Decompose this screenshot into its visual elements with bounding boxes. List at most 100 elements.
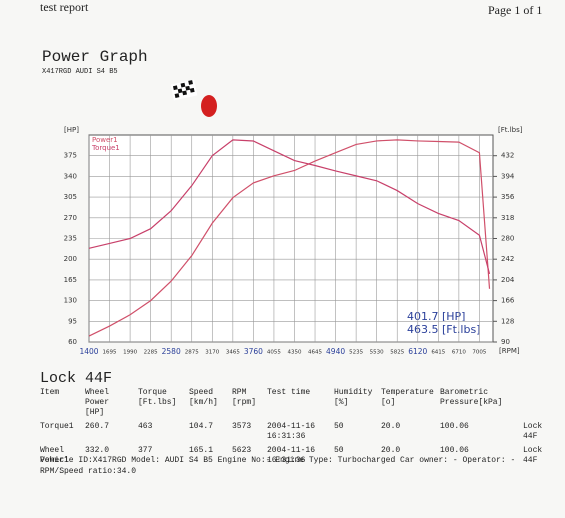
table-cell: Torque1 xyxy=(40,422,85,446)
summary-title: Lock 44F xyxy=(40,370,113,387)
cell-text: 20.0 xyxy=(381,446,401,455)
series-line xyxy=(88,139,491,337)
y-tick-label: 270 xyxy=(64,214,77,222)
graph-subtitle: X417RGD AUDI S4 B5 xyxy=(42,68,118,76)
header-row: Item Wheel Power [HP] Torque [Ft.lbs] Speed [k… xyxy=(40,388,556,422)
flag-icon xyxy=(170,79,217,117)
y-tick-label: 340 xyxy=(64,172,77,180)
y-tick-label: 200 xyxy=(64,255,77,263)
cell-text: Power1 xyxy=(40,456,69,465)
y2-tick-label: 318 xyxy=(501,214,514,222)
y2-tick-label: 242 xyxy=(501,255,514,263)
cell-text: RPM xyxy=(232,388,247,397)
cell-text: Pressure[kPa] xyxy=(440,398,503,407)
table-cell: 50 xyxy=(334,446,381,470)
cell-text: Item xyxy=(40,388,60,397)
vehicle-info: Vehicle ID:X417RGD Model: AUDI S4 B5 Eng… xyxy=(40,456,516,476)
table-cell: 2004-11-16 16:31:36 xyxy=(267,422,334,446)
table-cell: RPM [rpm] xyxy=(232,388,267,422)
graph-title: Power Graph xyxy=(42,48,148,66)
legend-entry: Power1 xyxy=(92,136,118,144)
x-tick-label: 5530 xyxy=(370,350,384,356)
table-cell: Temperature [o] xyxy=(381,388,440,422)
cell-text: Wheel Power xyxy=(85,388,110,407)
cell-text: Torque xyxy=(138,388,167,397)
table-cell: 260.7 xyxy=(85,422,138,446)
x-tick-label: 4645 xyxy=(308,350,322,356)
table-cell: 104.7 xyxy=(189,422,232,446)
cell-text: [HP] xyxy=(85,408,105,417)
report-label: test report xyxy=(40,0,89,14)
y2-tick-label: 432 xyxy=(501,152,514,160)
cell-text: 377 xyxy=(138,446,153,455)
table-cell: 20.0 xyxy=(381,446,440,470)
x-axis-label: [RPM] xyxy=(499,347,520,355)
table-cell: Wheel Power1 xyxy=(40,446,85,470)
x-tick-label: 3465 xyxy=(226,350,240,356)
peak-power-annotation: 401.7 [HP] xyxy=(407,310,465,323)
x-tick-label: 1400 xyxy=(79,347,98,356)
cell-text: 50 xyxy=(334,422,344,431)
cell-text: [o] xyxy=(381,398,396,407)
y2-axis-label: [Ft.lbs] xyxy=(498,126,523,134)
cell-text: Speed xyxy=(189,388,214,397)
table-cell: Wheel Power [HP] xyxy=(85,388,138,422)
y2-tick-label: 204 xyxy=(501,276,515,284)
cell-text: Wheel xyxy=(40,446,65,455)
cell-text: 3573 xyxy=(232,422,252,431)
cell-text: 100.06 xyxy=(440,422,469,431)
cell-text: 2004-11-16 xyxy=(267,422,316,431)
legend-entry: Torque1 xyxy=(91,144,120,152)
x-tick-label: 7005 xyxy=(472,350,486,356)
table-cell: Torque [Ft.lbs] xyxy=(138,388,189,422)
table-cell: Test time xyxy=(267,388,334,422)
table-cell: 2004-11-16 16:31:36 xyxy=(267,446,334,470)
cell-text: 20.0 xyxy=(381,422,401,431)
x-tick-label: 1990 xyxy=(123,350,137,356)
x-tick-label: 4940 xyxy=(326,347,345,356)
y2-tick-label: 356 xyxy=(501,193,515,201)
table-cell: Speed [km/h] xyxy=(189,388,232,422)
cell-text: 104.7 xyxy=(189,422,214,431)
page-number: Page 1 of 1 xyxy=(488,3,543,17)
y2-tick-label: 166 xyxy=(501,297,515,305)
x-tick-label: 4055 xyxy=(267,350,281,356)
x-tick-label: 2285 xyxy=(144,350,158,356)
table-cell: Barometric Pressure[kPa] xyxy=(440,388,523,422)
cell-text: Lock xyxy=(523,446,543,455)
cell-text: 5623 xyxy=(232,446,252,455)
x-tick-label: 6415 xyxy=(431,350,445,356)
table-cell: 100.06 xyxy=(440,446,523,470)
table-cell: Humidity [%] xyxy=(334,388,381,422)
table-cell: 165.1 xyxy=(189,446,232,470)
cell-text: 463 xyxy=(138,422,153,431)
cell-text: [rpm] xyxy=(232,398,257,407)
y-tick-label: 60 xyxy=(68,338,77,346)
table-cell: 463 xyxy=(138,422,189,446)
data-row: Torque1 260.7 463 104.7 3573 2004-11-16 16:31:… xyxy=(40,422,556,446)
cell-text: 165.1 xyxy=(189,446,214,455)
table-cell: 5623 xyxy=(232,446,267,470)
y2-tick-label: 128 xyxy=(501,317,514,325)
cell-text: Humidity xyxy=(334,388,373,397)
series-line xyxy=(88,139,491,275)
cell-text: Lock xyxy=(523,422,543,431)
table-cell: 50 xyxy=(334,422,381,446)
table-cell: Lock 44F xyxy=(523,446,556,470)
cell-text: 260.7 xyxy=(85,422,110,431)
x-tick-label: 5825 xyxy=(390,350,404,356)
table-cell: 100.06 xyxy=(440,422,523,446)
table-cell: Lock 44F xyxy=(523,422,556,446)
cell-text: Barometric xyxy=(440,388,489,397)
y-axis-label: [HP] xyxy=(64,126,79,134)
x-tick-label: 5235 xyxy=(349,350,363,356)
y-tick-label: 235 xyxy=(64,235,77,243)
cell-text: [km/h] xyxy=(189,398,218,407)
cell-text: 2004-11-16 xyxy=(267,446,316,455)
y-tick-label: 95 xyxy=(68,317,77,325)
y2-tick-label: 280 xyxy=(501,235,514,243)
table-cell: Item xyxy=(40,388,85,422)
cell-text: 44F xyxy=(523,432,538,441)
x-tick-label: 1695 xyxy=(103,350,117,356)
